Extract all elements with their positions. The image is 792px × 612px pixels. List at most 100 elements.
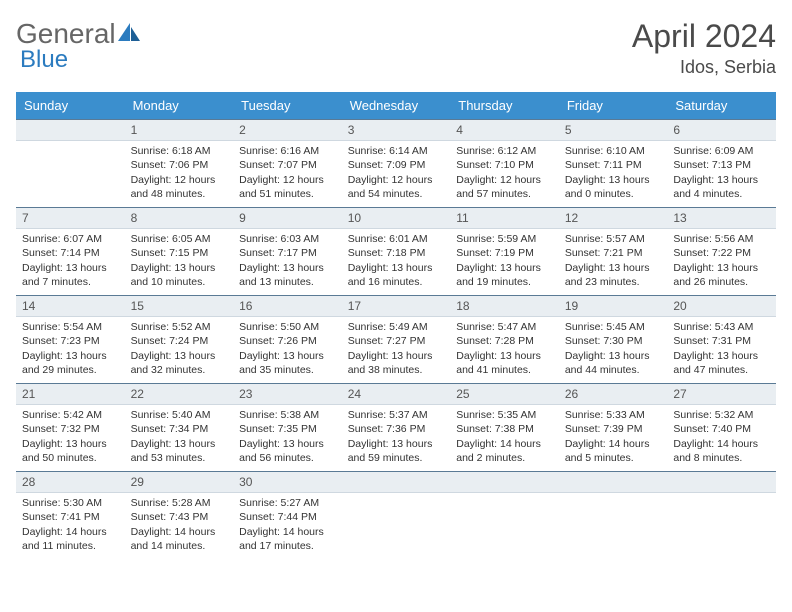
sunrise-line: Sunrise: 5:45 AM — [565, 320, 662, 334]
daylight-line: Daylight: 13 hours and 44 minutes. — [565, 349, 662, 377]
day-number: 8 — [125, 207, 234, 229]
day-number: 3 — [342, 119, 451, 141]
sunset-line: Sunset: 7:19 PM — [456, 246, 553, 260]
sunrise-line: Sunrise: 5:50 AM — [239, 320, 336, 334]
sunrise-line: Sunrise: 6:12 AM — [456, 144, 553, 158]
sunset-line: Sunset: 7:10 PM — [456, 158, 553, 172]
daylight-line: Daylight: 13 hours and 4 minutes. — [673, 173, 770, 201]
sunset-line: Sunset: 7:18 PM — [348, 246, 445, 260]
weekday-header: Wednesday — [342, 92, 451, 119]
day-number: 1 — [125, 119, 234, 141]
sunrise-line: Sunrise: 6:16 AM — [239, 144, 336, 158]
daylight-line: Daylight: 14 hours and 5 minutes. — [565, 437, 662, 465]
weekday-header: Saturday — [667, 92, 776, 119]
day-number: 29 — [125, 471, 234, 493]
daylight-line: Daylight: 12 hours and 51 minutes. — [239, 173, 336, 201]
sunset-line: Sunset: 7:06 PM — [131, 158, 228, 172]
daylight-line: Daylight: 13 hours and 7 minutes. — [22, 261, 119, 289]
day-details: Sunrise: 5:43 AMSunset: 7:31 PMDaylight:… — [667, 317, 776, 383]
sunset-line: Sunset: 7:14 PM — [22, 246, 119, 260]
daylight-line: Daylight: 13 hours and 47 minutes. — [673, 349, 770, 377]
day-number: 22 — [125, 383, 234, 405]
sunset-line: Sunset: 7:11 PM — [565, 158, 662, 172]
day-number: 9 — [233, 207, 342, 229]
sunset-line: Sunset: 7:35 PM — [239, 422, 336, 436]
calendar-cell: 17Sunrise: 5:49 AMSunset: 7:27 PMDayligh… — [342, 295, 451, 383]
sunrise-line: Sunrise: 5:54 AM — [22, 320, 119, 334]
day-details: Sunrise: 5:30 AMSunset: 7:41 PMDaylight:… — [16, 493, 125, 559]
daylight-line: Daylight: 12 hours and 54 minutes. — [348, 173, 445, 201]
daylight-line: Daylight: 14 hours and 17 minutes. — [239, 525, 336, 553]
day-number: 12 — [559, 207, 668, 229]
day-details: Sunrise: 5:42 AMSunset: 7:32 PMDaylight:… — [16, 405, 125, 471]
day-details: Sunrise: 6:03 AMSunset: 7:17 PMDaylight:… — [233, 229, 342, 295]
calendar-cell: 25Sunrise: 5:35 AMSunset: 7:38 PMDayligh… — [450, 383, 559, 471]
weekday-header: Tuesday — [233, 92, 342, 119]
day-details: Sunrise: 6:07 AMSunset: 7:14 PMDaylight:… — [16, 229, 125, 295]
day-details: Sunrise: 6:05 AMSunset: 7:15 PMDaylight:… — [125, 229, 234, 295]
daylight-line: Daylight: 13 hours and 0 minutes. — [565, 173, 662, 201]
day-details: Sunrise: 5:50 AMSunset: 7:26 PMDaylight:… — [233, 317, 342, 383]
day-details: Sunrise: 5:28 AMSunset: 7:43 PMDaylight:… — [125, 493, 234, 559]
day-details: Sunrise: 6:18 AMSunset: 7:06 PMDaylight:… — [125, 141, 234, 207]
sunset-line: Sunset: 7:36 PM — [348, 422, 445, 436]
calendar-row: 7Sunrise: 6:07 AMSunset: 7:14 PMDaylight… — [16, 207, 776, 295]
calendar-row: 1Sunrise: 6:18 AMSunset: 7:06 PMDaylight… — [16, 119, 776, 207]
sunset-line: Sunset: 7:15 PM — [131, 246, 228, 260]
day-details: Sunrise: 5:45 AMSunset: 7:30 PMDaylight:… — [559, 317, 668, 383]
sunrise-line: Sunrise: 6:18 AM — [131, 144, 228, 158]
calendar-cell: 23Sunrise: 5:38 AMSunset: 7:35 PMDayligh… — [233, 383, 342, 471]
calendar-cell: 1Sunrise: 6:18 AMSunset: 7:06 PMDaylight… — [125, 119, 234, 207]
daylight-line: Daylight: 14 hours and 11 minutes. — [22, 525, 119, 553]
daylight-line: Daylight: 13 hours and 32 minutes. — [131, 349, 228, 377]
sunset-line: Sunset: 7:17 PM — [239, 246, 336, 260]
daylight-line: Daylight: 14 hours and 14 minutes. — [131, 525, 228, 553]
day-details: Sunrise: 6:01 AMSunset: 7:18 PMDaylight:… — [342, 229, 451, 295]
sunrise-line: Sunrise: 6:05 AM — [131, 232, 228, 246]
calendar-cell: 2Sunrise: 6:16 AMSunset: 7:07 PMDaylight… — [233, 119, 342, 207]
day-number: 5 — [559, 119, 668, 141]
sunrise-line: Sunrise: 5:49 AM — [348, 320, 445, 334]
day-number: 6 — [667, 119, 776, 141]
day-number: 18 — [450, 295, 559, 317]
empty-day-bar — [667, 471, 776, 493]
day-number: 23 — [233, 383, 342, 405]
calendar-row: 28Sunrise: 5:30 AMSunset: 7:41 PMDayligh… — [16, 471, 776, 559]
day-number: 30 — [233, 471, 342, 493]
day-number: 10 — [342, 207, 451, 229]
sunrise-line: Sunrise: 5:57 AM — [565, 232, 662, 246]
sunset-line: Sunset: 7:27 PM — [348, 334, 445, 348]
daylight-line: Daylight: 12 hours and 57 minutes. — [456, 173, 553, 201]
day-details: Sunrise: 5:52 AMSunset: 7:24 PMDaylight:… — [125, 317, 234, 383]
location: Idos, Serbia — [632, 57, 776, 78]
day-number: 11 — [450, 207, 559, 229]
daylight-line: Daylight: 13 hours and 41 minutes. — [456, 349, 553, 377]
calendar-cell: 18Sunrise: 5:47 AMSunset: 7:28 PMDayligh… — [450, 295, 559, 383]
calendar-cell: 6Sunrise: 6:09 AMSunset: 7:13 PMDaylight… — [667, 119, 776, 207]
calendar-table: SundayMondayTuesdayWednesdayThursdayFrid… — [16, 92, 776, 559]
sunrise-line: Sunrise: 5:32 AM — [673, 408, 770, 422]
sunrise-line: Sunrise: 5:47 AM — [456, 320, 553, 334]
empty-day-bar — [450, 471, 559, 493]
calendar-cell: 26Sunrise: 5:33 AMSunset: 7:39 PMDayligh… — [559, 383, 668, 471]
daylight-line: Daylight: 14 hours and 8 minutes. — [673, 437, 770, 465]
weekday-header: Friday — [559, 92, 668, 119]
sunrise-line: Sunrise: 6:10 AM — [565, 144, 662, 158]
daylight-line: Daylight: 13 hours and 53 minutes. — [131, 437, 228, 465]
day-number: 7 — [16, 207, 125, 229]
logo-word-2: Blue — [20, 46, 68, 74]
sunrise-line: Sunrise: 6:14 AM — [348, 144, 445, 158]
day-details: Sunrise: 5:57 AMSunset: 7:21 PMDaylight:… — [559, 229, 668, 295]
day-details: Sunrise: 5:38 AMSunset: 7:35 PMDaylight:… — [233, 405, 342, 471]
sunset-line: Sunset: 7:07 PM — [239, 158, 336, 172]
sunset-line: Sunset: 7:40 PM — [673, 422, 770, 436]
day-number: 26 — [559, 383, 668, 405]
day-number: 4 — [450, 119, 559, 141]
empty-day-bar — [559, 471, 668, 493]
sunrise-line: Sunrise: 5:33 AM — [565, 408, 662, 422]
day-number: 14 — [16, 295, 125, 317]
sail-icon — [116, 18, 142, 50]
sunrise-line: Sunrise: 5:42 AM — [22, 408, 119, 422]
sunset-line: Sunset: 7:24 PM — [131, 334, 228, 348]
calendar-cell: 10Sunrise: 6:01 AMSunset: 7:18 PMDayligh… — [342, 207, 451, 295]
